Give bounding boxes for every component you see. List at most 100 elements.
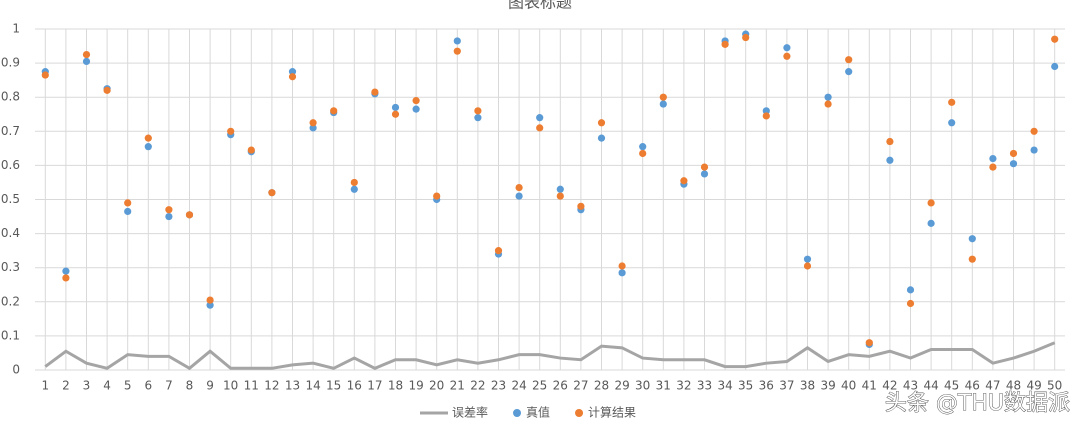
data-point bbox=[144, 134, 152, 142]
data-point bbox=[803, 255, 812, 263]
data-point bbox=[165, 206, 173, 214]
x-tick-label: 47 bbox=[985, 379, 1000, 393]
y-tick-label: 0.4 bbox=[1, 226, 20, 240]
x-tick-label: 40 bbox=[841, 379, 856, 393]
x-tick-label: 41 bbox=[862, 379, 877, 393]
data-point bbox=[82, 50, 91, 59]
data-point bbox=[742, 33, 750, 42]
x-tick-label: 28 bbox=[594, 379, 609, 393]
data-point bbox=[659, 100, 667, 108]
data-point bbox=[618, 262, 626, 270]
data-point bbox=[1051, 62, 1059, 71]
data-point bbox=[721, 40, 729, 48]
y-tick-label: 0.7 bbox=[1, 124, 20, 138]
x-tick-label: 37 bbox=[779, 379, 794, 393]
data-point bbox=[824, 93, 832, 101]
data-point bbox=[927, 199, 935, 207]
data-point bbox=[453, 47, 461, 55]
data-point bbox=[886, 137, 894, 146]
data-point bbox=[206, 301, 214, 309]
data-point bbox=[62, 267, 70, 275]
y-tick-label: 1 bbox=[12, 22, 20, 36]
data-point bbox=[556, 185, 564, 193]
data-point bbox=[700, 163, 709, 171]
data-point bbox=[391, 103, 400, 112]
data-point bbox=[124, 207, 132, 216]
x-tick-label: 8 bbox=[186, 379, 194, 393]
data-point bbox=[803, 262, 812, 270]
data-point bbox=[350, 185, 358, 193]
x-tick-label: 19 bbox=[408, 379, 423, 393]
x-tick-label: 20 bbox=[429, 379, 444, 393]
data-point bbox=[597, 134, 606, 142]
data-point bbox=[762, 112, 770, 120]
watermark: 头条 @THU数据派 bbox=[885, 391, 1070, 416]
data-point bbox=[1030, 127, 1038, 135]
x-tick-label: 10 bbox=[223, 379, 238, 393]
data-point bbox=[165, 212, 173, 221]
data-point bbox=[948, 98, 956, 106]
data-point bbox=[330, 107, 338, 115]
data-point bbox=[288, 68, 297, 76]
data-point bbox=[783, 52, 791, 60]
x-tick-label: 6 bbox=[144, 379, 152, 393]
x-tick-label: 48 bbox=[1006, 379, 1021, 393]
x-tick-label: 21 bbox=[450, 379, 465, 393]
data-point bbox=[82, 57, 91, 65]
x-tick-label: 33 bbox=[697, 379, 712, 393]
x-tick-label: 23 bbox=[491, 379, 506, 393]
x-tick-label: 17 bbox=[367, 379, 382, 393]
data-point bbox=[247, 146, 255, 154]
x-tick-label: 13 bbox=[285, 379, 300, 393]
data-point bbox=[639, 149, 647, 158]
x-tick-label: 43 bbox=[903, 379, 918, 393]
y-tick-label: 0.6 bbox=[1, 158, 20, 172]
y-tick-label: 0.2 bbox=[1, 294, 20, 308]
data-point bbox=[474, 114, 482, 122]
data-point bbox=[680, 177, 688, 185]
x-tick-label: 25 bbox=[532, 379, 547, 393]
legend-swatch bbox=[575, 409, 584, 417]
data-point bbox=[639, 143, 647, 151]
error-line bbox=[44, 341, 1056, 371]
data-point bbox=[556, 192, 564, 200]
legend-label: 计算结果 bbox=[588, 405, 636, 420]
data-point bbox=[865, 339, 873, 347]
x-tick-label: 4 bbox=[103, 379, 111, 393]
data-point bbox=[288, 73, 297, 81]
data-point bbox=[309, 124, 317, 132]
x-tick-label: 27 bbox=[573, 379, 588, 393]
data-point bbox=[1030, 146, 1038, 154]
x-tick-label: 35 bbox=[738, 379, 753, 393]
legend-label: 误差率 bbox=[452, 405, 488, 420]
data-point bbox=[124, 199, 132, 207]
x-tick-label: 18 bbox=[388, 379, 403, 393]
data-point bbox=[948, 119, 956, 127]
x-tick-label: 7 bbox=[165, 379, 173, 393]
x-tick-label: 44 bbox=[923, 379, 938, 393]
data-point bbox=[144, 143, 152, 151]
data-point bbox=[845, 56, 853, 64]
data-point bbox=[185, 211, 194, 219]
x-tick-label: 12 bbox=[264, 379, 279, 393]
data-point bbox=[515, 192, 523, 200]
data-point bbox=[845, 68, 853, 76]
data-point bbox=[62, 274, 70, 282]
legend-label: 真值 bbox=[526, 405, 550, 420]
x-tick-label: 14 bbox=[305, 379, 320, 393]
x-tick-label: 9 bbox=[206, 379, 214, 393]
data-point bbox=[762, 107, 770, 115]
data-point bbox=[968, 255, 976, 263]
data-point bbox=[309, 119, 317, 127]
data-point bbox=[1009, 149, 1018, 158]
data-point bbox=[577, 202, 585, 210]
data-point bbox=[824, 100, 832, 108]
data-point bbox=[989, 163, 997, 171]
data-point bbox=[515, 183, 523, 192]
data-point bbox=[536, 114, 544, 122]
data-point bbox=[412, 105, 420, 113]
x-tick-label: 36 bbox=[759, 379, 774, 393]
y-tick-label: 0.9 bbox=[1, 56, 20, 70]
